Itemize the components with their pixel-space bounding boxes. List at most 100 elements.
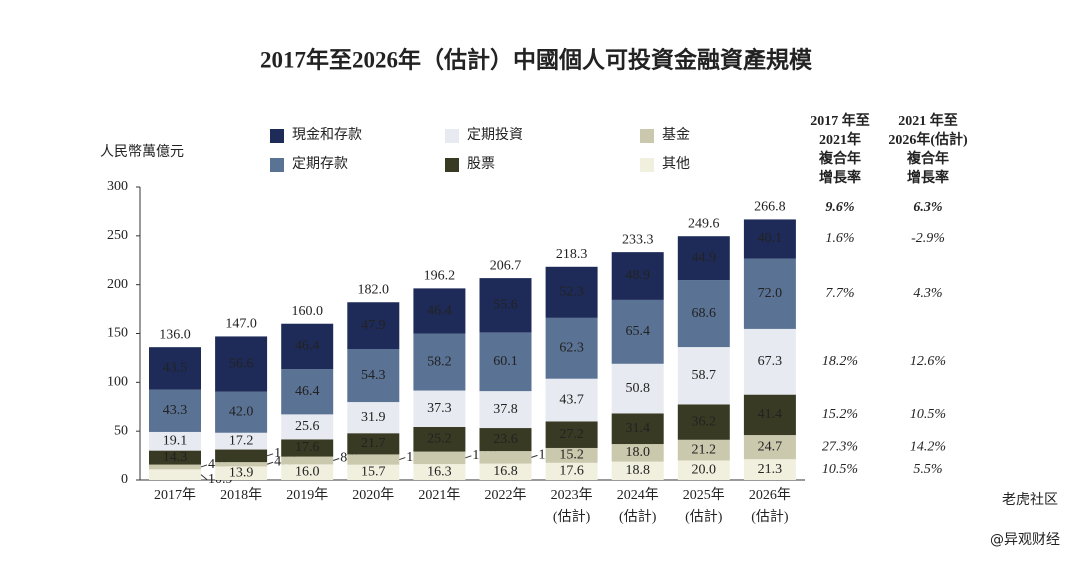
bar-segment	[281, 439, 334, 457]
legend-label: 現金和存款	[292, 127, 362, 143]
cagr-value: 1.6%	[825, 231, 854, 246]
bar-segment	[677, 460, 730, 480]
cagr-total: 9.6%	[825, 200, 854, 215]
x-tick-label: 2024年(估計)	[617, 487, 659, 525]
value-label: 19.1	[163, 433, 188, 448]
bar-segment	[215, 449, 268, 463]
bar-segment	[611, 444, 664, 462]
bar-segment	[611, 363, 664, 414]
bar-segment	[743, 394, 796, 436]
bar-segment	[545, 447, 598, 463]
value-label: 16.0	[295, 464, 320, 479]
value-label: 56.6	[229, 356, 254, 371]
bar-segment	[545, 462, 598, 480]
legend-swatch	[640, 158, 654, 172]
value-label: 46.4	[295, 384, 320, 399]
bar-segment	[479, 332, 532, 392]
bar-segment	[545, 317, 598, 379]
cagr-value: 12.6%	[910, 354, 946, 369]
bar-segment	[347, 349, 400, 403]
cagr-header: 2017 年至 2021年複合年增長率	[810, 112, 870, 186]
bar-segment	[743, 258, 796, 329]
bar-segment	[149, 347, 201, 390]
bar-segment	[677, 236, 730, 281]
value-label: 43.5	[163, 361, 188, 376]
bar-segment	[347, 464, 400, 480]
legend-swatch	[445, 158, 459, 172]
cagr-value: 5.5%	[913, 462, 942, 477]
value-label: 50.8	[625, 381, 650, 396]
value-label: 37.8	[493, 402, 518, 417]
total-label: 182.0	[358, 282, 390, 297]
bar-segment	[743, 435, 796, 460]
value-label: 58.2	[427, 354, 452, 369]
bar-segment	[479, 278, 532, 333]
bar-segment	[215, 462, 268, 467]
value-label: 15.7	[361, 465, 386, 480]
x-tick-label: 2019年	[286, 487, 328, 503]
y-tick-label: 0	[121, 472, 128, 487]
bar-segment	[743, 459, 796, 480]
value-label: 16.8	[493, 464, 518, 479]
bar-segment	[611, 252, 664, 300]
value-label: 67.3	[758, 354, 783, 369]
value-label: 46.4	[427, 303, 452, 318]
value-label: 23.6	[493, 432, 518, 447]
bar-segment	[215, 432, 268, 450]
value-label: 58.7	[692, 368, 717, 383]
value-label: 17.6	[295, 440, 320, 455]
value-label: 72.0	[758, 286, 783, 301]
cagr-header: 2021 年至 2026年(估計)複合年增長率	[888, 112, 968, 186]
value-label: 52.3	[559, 285, 584, 300]
y-tick-label: 250	[107, 228, 128, 243]
value-label: 60.1	[493, 354, 518, 369]
bar-segment	[479, 463, 532, 480]
bar-segment	[611, 413, 664, 445]
value-label: 20.0	[692, 462, 717, 477]
value-label: 37.3	[427, 401, 452, 416]
value-label: 14.3	[163, 450, 188, 465]
bar-segment	[347, 302, 400, 350]
leader-line	[266, 461, 274, 465]
value-label: 47.9	[361, 318, 386, 333]
value-label: 24.7	[758, 439, 783, 454]
cagr-value: 10.5%	[822, 462, 858, 477]
legend-label: 定期存款	[292, 156, 348, 172]
total-label: 196.2	[424, 269, 456, 284]
cagr-value: -2.9%	[911, 231, 945, 246]
cagr-value: 10.5%	[910, 407, 946, 422]
bar-segment	[149, 464, 201, 470]
legend-swatch	[445, 129, 459, 143]
bar-segment	[215, 466, 268, 480]
cagr-value: 14.2%	[910, 439, 946, 454]
y-axis-label: 人民幣萬億元	[100, 144, 184, 160]
bar-segment	[149, 431, 201, 451]
legend-swatch	[270, 158, 284, 172]
bar-segment	[413, 390, 466, 427]
leader-line	[399, 457, 406, 461]
bar-segment	[413, 288, 466, 334]
leader-line	[465, 455, 472, 459]
watermark: @异观财经	[990, 532, 1060, 548]
leader-line	[200, 474, 208, 481]
leader-line	[333, 457, 340, 461]
bar-segment	[413, 333, 466, 391]
chart-title: 2017年至2026年（估計）中國個人可投資金融資產規模	[260, 46, 813, 72]
value-label: 68.6	[692, 306, 717, 321]
total-label: 206.7	[490, 258, 522, 273]
bar-segment	[743, 328, 796, 395]
value-label: 36.2	[692, 414, 717, 429]
y-tick-label: 150	[107, 326, 128, 341]
value-label: 17.2	[229, 433, 254, 448]
bar-segment	[281, 369, 334, 415]
bar-segment	[149, 450, 201, 465]
value-label: 21.7	[361, 436, 386, 451]
bar-segment	[149, 389, 201, 432]
value-label: 16.3	[427, 464, 452, 479]
x-tick-label: 2023年(估計)	[551, 487, 593, 525]
bar-segment	[611, 461, 664, 480]
cagr-value: 18.2%	[822, 354, 858, 369]
bar-segment	[281, 464, 334, 480]
y-tick-label: 200	[107, 277, 128, 292]
